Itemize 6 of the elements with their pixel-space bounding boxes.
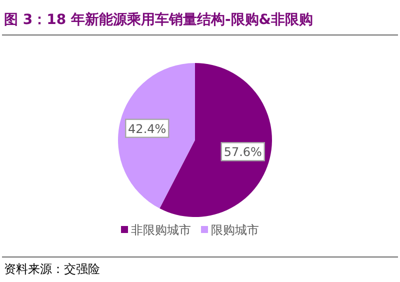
chart-title: 图 3：18 年新能源乘用车销量结构-限购&非限购: [4, 11, 313, 28]
text: 资料来源：交强险: [4, 262, 100, 276]
data-label: 42.4%: [128, 122, 166, 136]
data-label: 57.6%: [224, 145, 262, 160]
legend-label: 非限购城市: [131, 223, 191, 237]
legend-label: 限购城市: [211, 223, 259, 237]
